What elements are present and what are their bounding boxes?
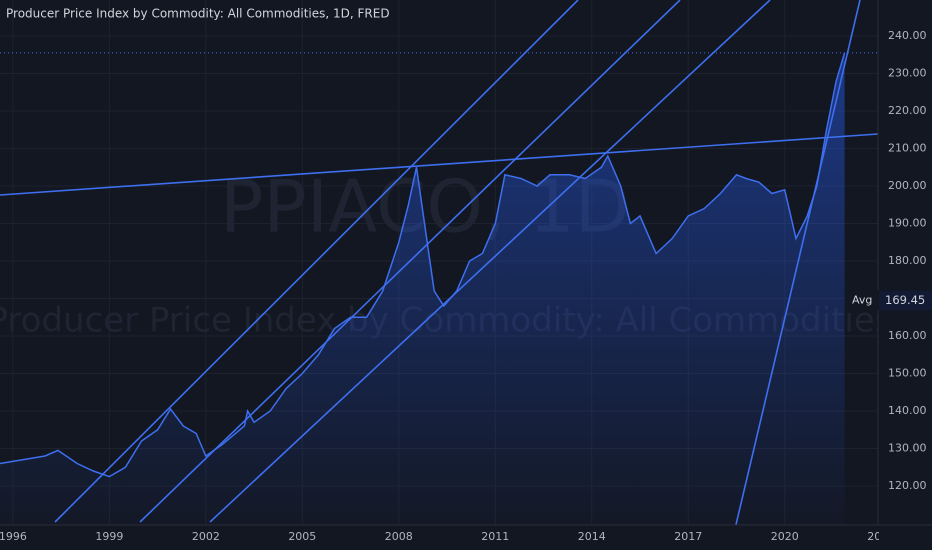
y-tick-label: 230.00 (888, 67, 927, 80)
x-tick-label: 2014 (578, 530, 606, 543)
avg-value: 169.45 (885, 293, 925, 307)
avg-label: Avg (852, 294, 872, 307)
x-tick-label: 2011 (481, 530, 509, 543)
axis-corner (879, 526, 932, 550)
price-axis (878, 0, 932, 550)
y-tick-label: 240.00 (888, 29, 927, 42)
y-tick-label: 150.00 (888, 367, 927, 380)
y-tick-label: 200.00 (888, 179, 927, 192)
y-tick-label: 210.00 (888, 142, 927, 155)
chart-title: Producer Price Index by Commodity: All C… (6, 7, 390, 21)
x-tick-label: 1996 (0, 530, 27, 543)
x-tick-label: 2017 (674, 530, 702, 543)
trend-line (54, 0, 579, 523)
trend-line (139, 0, 681, 523)
x-tick-label: 2020 (771, 530, 799, 543)
y-tick-label: 120.00 (888, 479, 927, 492)
y-tick-label: 190.00 (888, 217, 927, 230)
area (0, 52, 845, 525)
trend-line (209, 0, 771, 523)
y-tick-label: 160.00 (888, 329, 927, 342)
y-tick-label: 140.00 (888, 404, 927, 417)
x-tick-label: 2005 (288, 530, 316, 543)
y-tick-label: 220.00 (888, 104, 927, 117)
trend-line (0, 133, 878, 196)
y-tick-label: 180.00 (888, 254, 927, 267)
trend-line (735, 0, 861, 525)
x-tick-label: 2008 (385, 530, 413, 543)
drawings (0, 0, 878, 525)
x-tick-label: 1999 (95, 530, 123, 543)
x-tick-label: 2002 (192, 530, 220, 543)
avg-value-box (879, 290, 932, 311)
y-tick-label: 130.00 (888, 442, 927, 455)
